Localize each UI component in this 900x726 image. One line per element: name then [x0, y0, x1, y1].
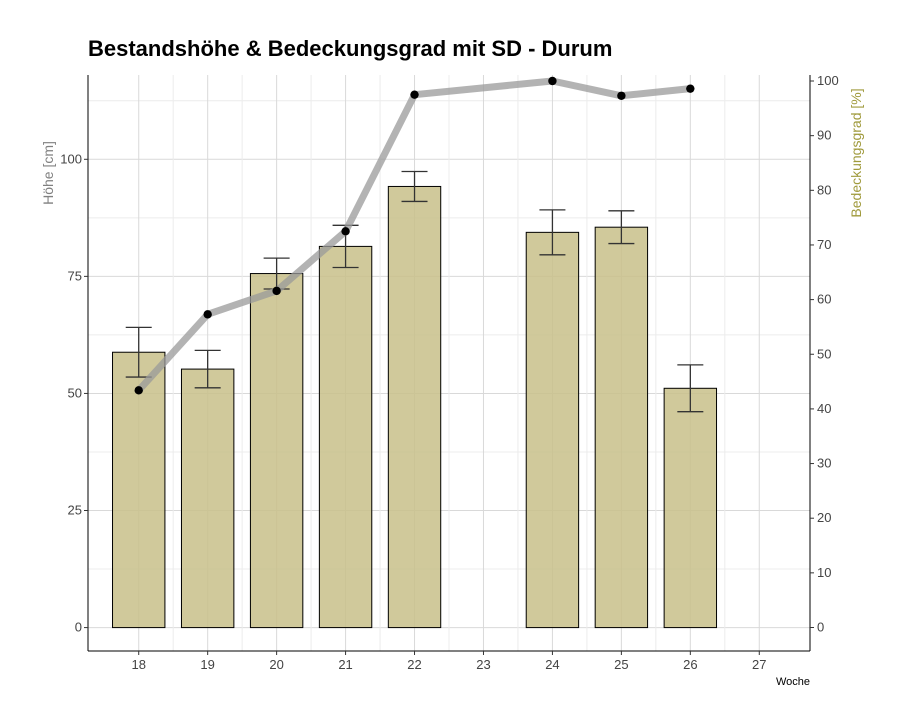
bar — [112, 351, 166, 629]
x-tick-label: 24 — [545, 657, 559, 672]
coverage-point — [548, 76, 557, 86]
coverage-point — [617, 91, 626, 100]
bar — [663, 387, 718, 629]
coverage-point — [203, 310, 212, 319]
coverage-point — [410, 90, 419, 99]
bar — [525, 231, 580, 629]
bar — [249, 273, 304, 629]
y2-axis-title: Bedeckungsgrad [%] — [848, 88, 864, 217]
tick-labels: 0 25 50 75 100 0 10 20 30 40 50 60 70 80 90 100 18 19 20 21… — [60, 73, 838, 672]
y2-tick-label: 30 — [817, 456, 831, 471]
y-axis-title: Höhe [cm] — [40, 141, 56, 205]
coverage-point — [272, 286, 281, 296]
chart-title: Bestandshöhe & Bedeckungsgrad mit SD - D… — [88, 36, 613, 61]
bar — [180, 368, 235, 629]
y2-tick-label: 50 — [817, 346, 831, 361]
x-axis-title: Woche — [776, 676, 810, 688]
coverage-line-path — [135, 77, 694, 394]
x-tick-label: 22 — [407, 657, 421, 672]
x-tick-label: 27 — [752, 657, 766, 672]
axes — [84, 75, 814, 655]
y-tick-label: 0 — [75, 620, 82, 635]
x-tick-label: 19 — [200, 657, 214, 672]
coverage-point — [686, 84, 695, 93]
y2-tick-label: 40 — [817, 401, 831, 416]
y2-tick-label: 60 — [817, 292, 831, 307]
x-tick-label: 18 — [131, 657, 145, 672]
coverage-line — [134, 76, 695, 395]
y2-tick-label: 0 — [817, 620, 824, 635]
coverage-point — [134, 386, 143, 395]
bar — [387, 185, 442, 629]
y2-tick-label: 70 — [817, 237, 831, 252]
y2-tick-label: 10 — [817, 565, 831, 580]
y2-tick-label: 20 — [817, 510, 831, 525]
x-tick-label: 20 — [269, 657, 283, 672]
y-tick-label: 100 — [60, 151, 82, 166]
y2-tick-label: 80 — [817, 182, 831, 197]
y2-tick-label: 90 — [817, 128, 831, 143]
x-tick-label: 21 — [338, 657, 352, 672]
bars — [112, 185, 718, 629]
coverage-point — [341, 227, 350, 236]
bar — [318, 245, 373, 629]
y-tick-label: 25 — [68, 503, 82, 518]
y-tick-label: 75 — [68, 268, 82, 283]
y-tick-label: 50 — [68, 385, 82, 400]
x-tick-label: 23 — [476, 657, 490, 672]
y2-tick-label: 100 — [817, 73, 839, 88]
x-tick-label: 26 — [683, 657, 697, 672]
x-tick-label: 25 — [614, 657, 628, 672]
bar — [594, 226, 649, 629]
